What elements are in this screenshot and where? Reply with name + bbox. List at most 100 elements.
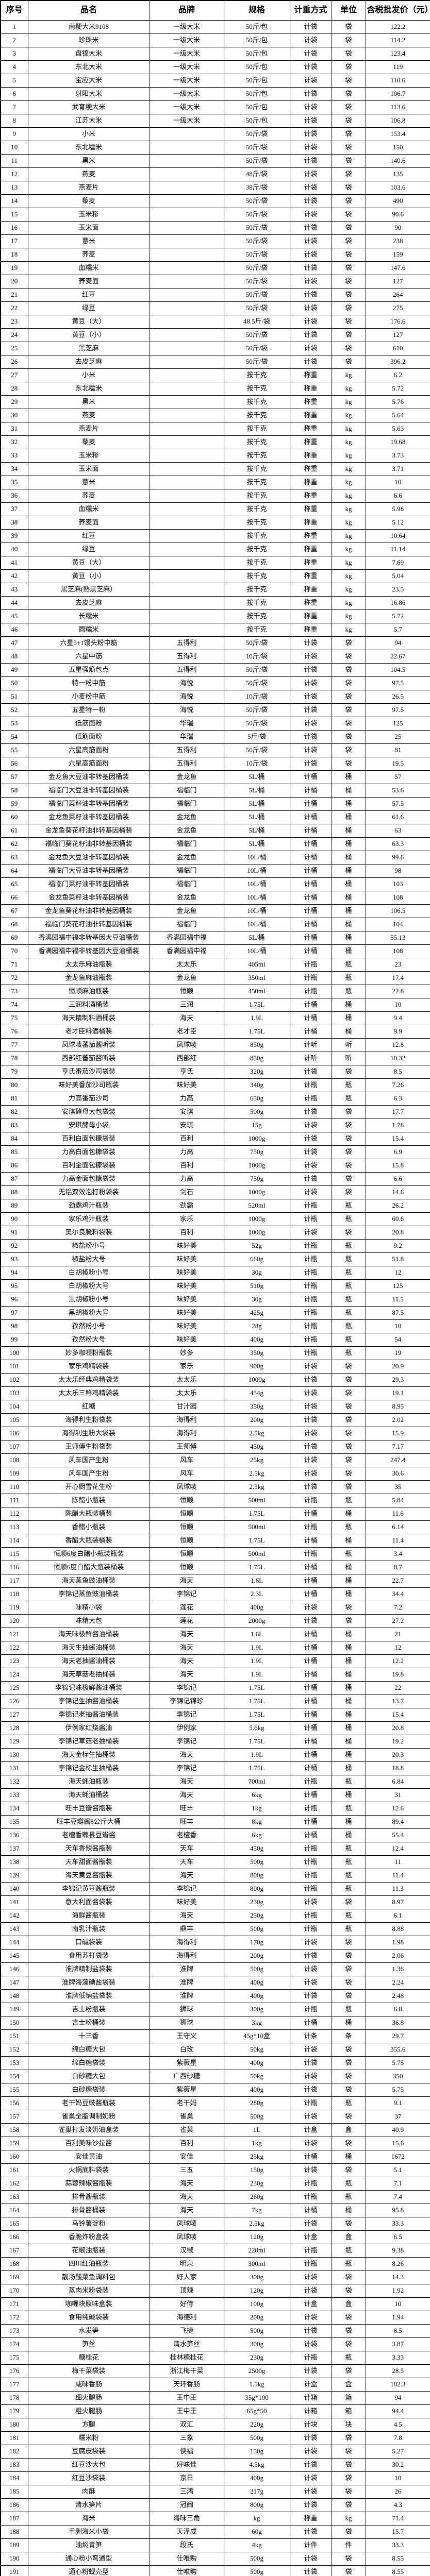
table-row: 85 力高白面包糠袋装 力高 750g 计袋袋 6.9	[0, 1145, 430, 1159]
cell-unit: 箱	[331, 2404, 366, 2418]
cell-weighing-method: 计桶	[289, 837, 332, 851]
cell-brand: 莲花	[149, 1614, 224, 1628]
cell-price: 11	[365, 1855, 430, 1869]
table-row: 104 红糖 甘汁园 350g 计袋袋 8.95	[0, 1399, 430, 1414]
cell-weighing-method: 计瓶	[289, 1078, 332, 1092]
cell-weighing-method: 计瓶	[289, 1908, 332, 1923]
cell-spec: 5L/桶	[223, 783, 290, 798]
cell-unit: 桶	[331, 1681, 366, 1695]
cell-unit: 袋	[331, 140, 366, 155]
cell-product-name: 淮牌低钠盐袋装	[27, 1989, 150, 2003]
table-row: 58 福临门大豆油非转基因桶装 福临门 5L/桶 计桶桶 53.6	[0, 783, 430, 798]
cell-unit: 袋	[331, 167, 366, 181]
cell-unit: kg	[331, 622, 366, 637]
cell-product-name: 六星5+1馒头粉中筋	[27, 636, 150, 650]
cell-price: 13.7	[365, 1694, 430, 1708]
table-row: 43 黑芝麻(熟黑芝麻） 按千克 称重 kg 23.5	[0, 582, 430, 597]
cell-product-name: 海天金标生抽桶装	[27, 1748, 150, 1762]
cell-seq: 35	[0, 475, 28, 489]
cell-unit: 袋	[331, 703, 366, 717]
cell-brand: 凤球唛	[149, 1038, 224, 1052]
cell-product-name: 六星中筋	[27, 649, 150, 664]
cell-unit: 袋	[331, 247, 366, 262]
cell-product-name: 风车国产生粉	[27, 1466, 150, 1481]
cell-weighing-method: 计袋	[289, 1399, 332, 1414]
cell-product-name: 燕麦片	[27, 421, 150, 436]
cell-unit: 袋	[331, 2484, 366, 2499]
table-row: 22 绿豆 50斤/袋 计袋袋 275	[0, 301, 430, 315]
cell-weighing-method: 计袋	[289, 2524, 332, 2539]
cell-spec: 300g	[223, 2337, 290, 2351]
cell-price: 8.95	[365, 1399, 430, 1414]
table-row: 158 雀巢打发淡奶油盒装 雀巢 1L 计盒盒 40.9	[0, 2123, 430, 2137]
table-row: 21 红豆 50斤/袋 计袋袋 264	[0, 287, 430, 302]
cell-price: 5.7	[365, 622, 430, 637]
cell-spec: 400g	[223, 1975, 290, 1990]
cell-brand: 海天	[149, 1573, 224, 1588]
table-row: 156 老干妈豆豉酱瓶装 老干妈 280g 计瓶瓶 9.1	[0, 2096, 430, 2110]
cell-seq: 191	[0, 2565, 28, 2576]
cell-spec: 5.6kg	[223, 1721, 290, 1735]
cell-spec: 510g	[223, 1279, 290, 1293]
cell-price: 19.5	[365, 756, 430, 771]
cell-weighing-method: 计盒	[289, 2230, 332, 2244]
table-row: 132 海天蚝油瓶装 海天 700ml 计瓶瓶 6.84	[0, 1774, 430, 1789]
cell-price: 90	[365, 221, 430, 235]
cell-spec: 6kg	[223, 1828, 290, 1842]
cell-seq: 109	[0, 1466, 28, 1481]
cell-weighing-method: 称重	[289, 462, 332, 476]
cell-brand: 香满园福中福	[149, 944, 224, 958]
cell-price: 94	[365, 2391, 430, 2405]
cell-seq: 147	[0, 1975, 28, 1990]
cell-seq: 30	[0, 408, 28, 422]
cell-weighing-method: 计袋	[289, 2042, 332, 2057]
cell-spec: 350g	[223, 1346, 290, 1360]
cell-seq: 95	[0, 1279, 28, 1293]
cell-product-name: 荞麦	[27, 488, 150, 503]
table-row: 163 排骨酱瓶装 海天 260g 计瓶瓶 7.4	[0, 2190, 430, 2204]
table-row: 48 六星中筋 五得利 10斤/袋 计袋袋 22.67	[0, 649, 430, 664]
cell-price: 19.1	[365, 1386, 430, 1400]
cell-weighing-method: 计袋	[289, 1466, 332, 1481]
cell-unit: 桶	[331, 2203, 366, 2217]
cell-product-name: 薏米	[27, 475, 150, 489]
cell-price: 9.4	[365, 1011, 430, 1025]
cell-price: 7.1	[365, 2176, 430, 2191]
cell-weighing-method: 计袋	[289, 2310, 332, 2325]
cell-spec: 按千克	[223, 622, 290, 637]
cell-price: 27.2	[365, 1614, 430, 1628]
cell-brand: 海天	[149, 1640, 224, 1655]
cell-product-name: 黑芝麻	[27, 341, 150, 355]
table-row: 102 太太乐经典鸡精袋装 太太乐 1000g 计袋袋 29.3	[0, 1372, 430, 1387]
table-row: 137 天车香辣酱瓶装 天车 450g 计瓶瓶 12.4	[0, 1841, 430, 1856]
cell-seq: 185	[0, 2484, 28, 2499]
cell-unit: 袋	[331, 1359, 366, 1374]
cell-seq: 33	[0, 448, 28, 463]
cell-unit: 袋	[331, 341, 366, 355]
table-row: 191 通心粉蚬壳型 仕唯购 500g 计袋袋 8.55	[0, 2565, 430, 2576]
cell-spec: 200g	[223, 1413, 290, 1427]
cell-price: 11.4	[365, 1868, 430, 1883]
cell-unit: kg	[331, 502, 366, 516]
cell-weighing-method: 计桶	[289, 823, 332, 838]
cell-weighing-method: 称重	[289, 381, 332, 396]
cell-brand	[149, 207, 224, 222]
cell-product-name: 香满园福中福非转基因大豆油桶装	[27, 944, 150, 958]
table-row: 124 海天草菇老抽桶装 海天 1.9L 计桶桶 19.8	[0, 1667, 430, 1682]
cell-price: 6.6	[365, 1172, 430, 1186]
cell-product-name: 安佳黄油	[27, 2149, 150, 2164]
cell-product-name: 香满园福中福非转基因大豆油桶装	[27, 930, 150, 945]
table-row: 62 福临门葵花籽油非转基因桶装 福临门 5L/桶 计桶桶 63.3	[0, 837, 430, 851]
cell-brand: 雀巢	[149, 2123, 224, 2137]
cell-brand: 五得利	[149, 663, 224, 677]
cell-spec: 1.9L	[223, 1011, 290, 1025]
cell-unit: 袋	[331, 1185, 366, 1199]
cell-price: 7.17	[365, 1439, 430, 1454]
cell-unit: 瓶	[331, 2243, 366, 2258]
cell-spec: 按千克	[223, 462, 290, 476]
cell-weighing-method: 计袋	[289, 1975, 332, 1990]
table-row: 37 血糯米 按千克 称重 kg 5.98	[0, 502, 430, 516]
table-row: 30 燕麦 按千克 称重 kg 5.64	[0, 408, 430, 422]
cell-unit: 桶	[331, 1734, 366, 1749]
cell-weighing-method: 计盒	[289, 2123, 332, 2137]
